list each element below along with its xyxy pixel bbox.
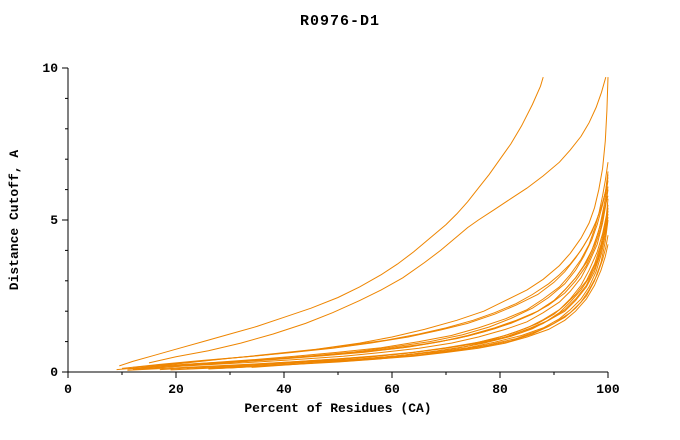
series-line — [143, 171, 609, 370]
series-line — [127, 198, 609, 371]
y-tick-label: 10 — [42, 61, 58, 76]
y-tick-label: 0 — [50, 365, 58, 380]
series-line — [132, 177, 609, 368]
series-line — [148, 195, 609, 369]
x-tick-label: 20 — [168, 382, 184, 397]
series-line — [127, 162, 609, 370]
axis-ticks — [62, 67, 609, 378]
series-line — [229, 213, 609, 369]
series-line — [186, 216, 609, 370]
x-axis-label: Percent of Residues (CA) — [244, 401, 431, 416]
series-line — [116, 180, 609, 371]
x-tick-label: 40 — [276, 382, 292, 397]
series-line — [208, 244, 609, 370]
series-line — [143, 77, 609, 368]
y-tick-label: 5 — [50, 213, 58, 228]
x-tick-label: 60 — [384, 382, 400, 397]
series-line — [132, 189, 609, 370]
tick-labels: 0 20 40 60 80 100 0 5 10 — [42, 61, 620, 397]
y-axis-label: Distance Cutoff, A — [7, 150, 22, 291]
series-line — [159, 210, 609, 371]
x-tick-label: 80 — [492, 382, 508, 397]
axes — [67, 68, 608, 373]
x-tick-label: 0 — [64, 382, 72, 397]
series-line — [119, 76, 544, 367]
series-lines — [116, 76, 609, 371]
x-tick-label: 100 — [596, 382, 620, 397]
chart-title: R0976-D1 — [300, 13, 380, 30]
series-line — [148, 76, 607, 364]
series-line — [121, 174, 609, 369]
